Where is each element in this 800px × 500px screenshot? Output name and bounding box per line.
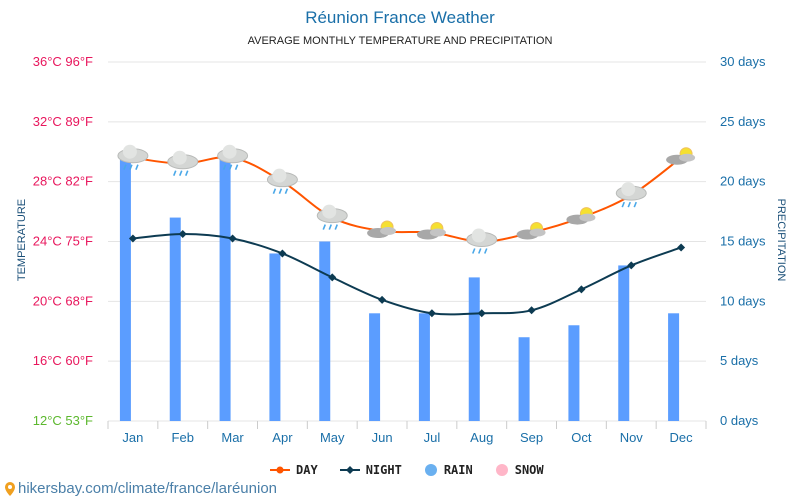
chart-title: Réunion France Weather: [305, 8, 495, 27]
x-tick-label: Nov: [620, 430, 644, 445]
rain-bar: [468, 277, 480, 421]
partly-sunny-icon: [367, 220, 397, 239]
x-tick-label: Feb: [172, 430, 194, 445]
rain-cloud-icon: [615, 182, 647, 208]
rain-bar: [119, 157, 131, 421]
rain-bar: [518, 337, 530, 421]
left-tick-label: 28°C 82°F: [33, 174, 93, 189]
left-tick-label: 20°C 68°F: [33, 293, 93, 308]
rain-bar: [618, 265, 630, 421]
night-line: [132, 233, 682, 316]
right-tick-label: 30 days: [720, 54, 766, 69]
x-tick-label: Aug: [470, 430, 493, 445]
night-point: [477, 309, 486, 318]
night-point: [328, 273, 337, 282]
rain-bar: [668, 313, 680, 421]
night-point: [527, 306, 536, 315]
left-tick-label: 16°C 60°F: [33, 353, 93, 368]
y-axis-label-right: PRECIPITATION: [775, 199, 787, 282]
left-tick-label: 12°C 53°F: [33, 413, 93, 428]
legend-night[interactable]: NIGHT: [339, 463, 402, 477]
rain-cloud-icon: [266, 168, 298, 194]
rain-bar: [418, 313, 430, 421]
night-point: [178, 230, 187, 239]
x-tick-label: Oct: [571, 430, 592, 445]
left-tick-label: 32°C 89°F: [33, 114, 93, 129]
right-tick-label: 0 days: [720, 413, 759, 428]
legend-snow[interactable]: SNOW: [495, 463, 544, 477]
night-point: [427, 309, 436, 318]
rain-cloud-icon: [217, 144, 249, 171]
x-tick-label: Dec: [670, 430, 694, 445]
rain-bar: [319, 241, 331, 421]
x-tick-label: Sep: [520, 430, 543, 445]
legend: DAY NIGHT RAIN SNOW: [270, 463, 544, 477]
rain-bar: [369, 313, 381, 421]
rain-bar: [169, 217, 181, 421]
rain-bar: [568, 325, 580, 421]
source-link[interactable]: hikersbay.com/climate/france/laréunion: [4, 480, 277, 497]
left-tick-label: 24°C 75°F: [33, 234, 93, 249]
rain-bar: [219, 157, 231, 421]
rain-cloud-icon: [167, 150, 199, 177]
rain-cloud-icon: [466, 228, 498, 254]
legend-day[interactable]: DAY: [270, 463, 318, 477]
x-tick-label: May: [320, 430, 345, 445]
night-point: [128, 234, 137, 243]
right-tick-label: 15 days: [720, 234, 766, 249]
partly-sunny-icon: [666, 147, 696, 165]
rain-cloud-icon: [316, 204, 348, 230]
legend-rain[interactable]: RAIN: [424, 463, 473, 477]
partly-sunny-icon: [566, 207, 596, 225]
chart-subtitle: AVERAGE MONTHLY TEMPERATURE AND PRECIPIT…: [247, 35, 553, 47]
night-point: [677, 243, 686, 252]
night-point: [228, 234, 237, 243]
right-tick-label: 10 days: [720, 293, 766, 308]
night-point: [278, 249, 287, 258]
partly-sunny-icon: [516, 222, 546, 240]
x-tick-label: Jul: [424, 430, 441, 445]
left-tick-label: 36°C 96°F: [33, 54, 93, 69]
night-point: [627, 261, 636, 270]
rain-bar: [269, 253, 281, 421]
location-pin-icon: [5, 481, 15, 496]
right-tick-label: 5 days: [720, 353, 759, 368]
day-line: [132, 156, 682, 243]
x-tick-label: Mar: [221, 430, 244, 445]
right-tick-label: 20 days: [720, 174, 766, 189]
x-tick-label: Apr: [272, 430, 293, 445]
rain-cloud-icon: [117, 144, 149, 171]
x-tick-label: Jan: [122, 430, 143, 445]
night-point: [378, 295, 387, 304]
x-tick-label: Jun: [372, 430, 393, 445]
night-point: [577, 285, 586, 294]
partly-sunny-icon: [416, 222, 446, 240]
y-axis-label-left: TEMPERATURE: [16, 199, 28, 281]
right-tick-label: 25 days: [720, 114, 766, 129]
